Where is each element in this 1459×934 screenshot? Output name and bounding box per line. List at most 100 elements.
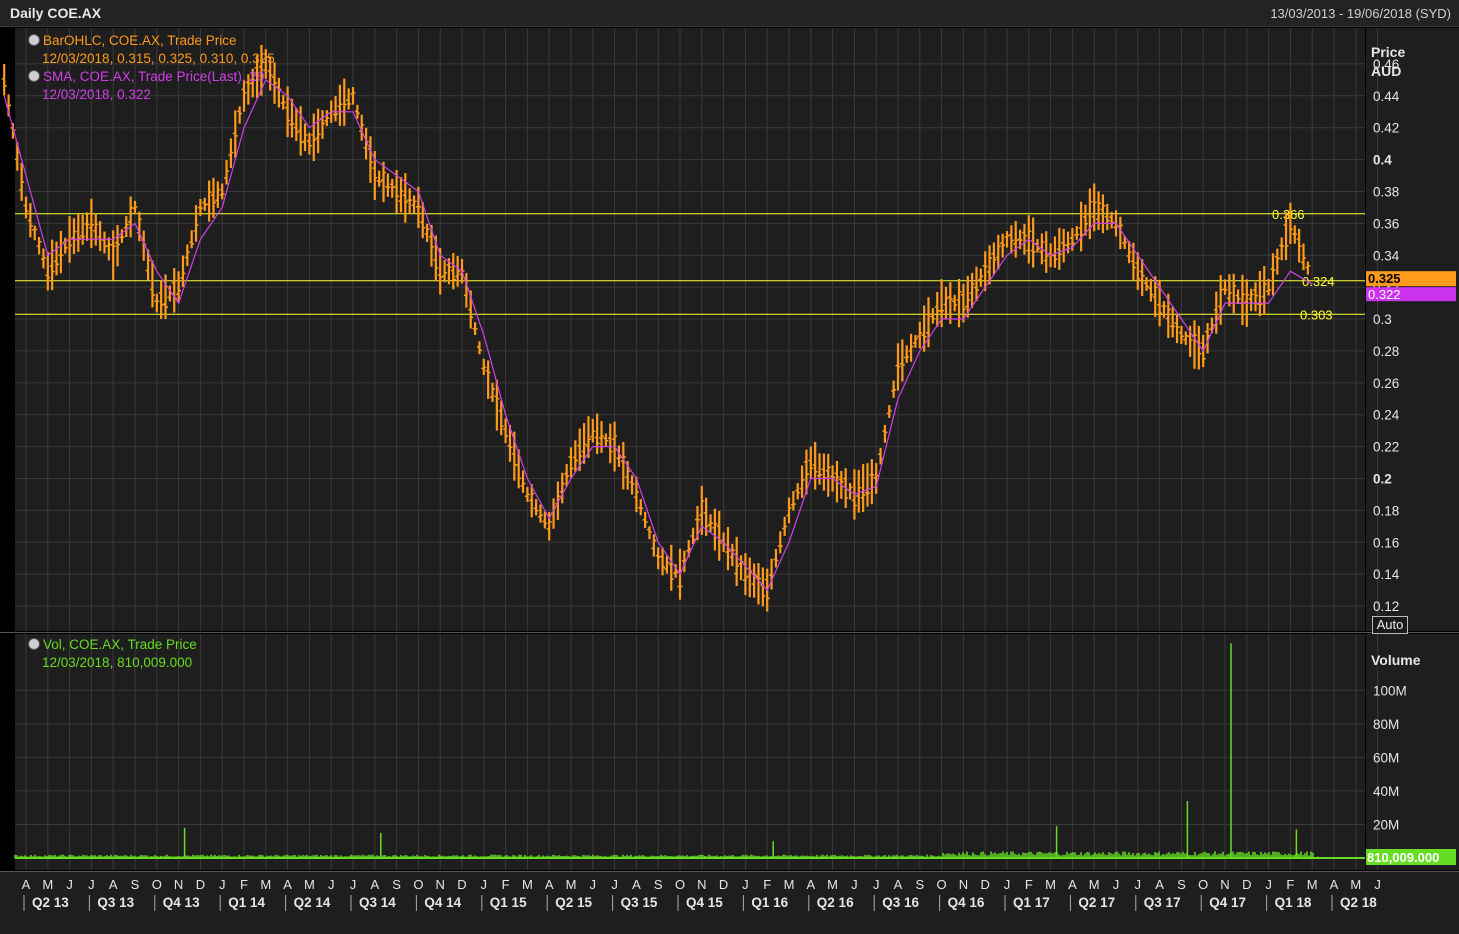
month-label[interactable]: A [1068, 877, 1077, 892]
price-tick-label[interactable]: 0.2 [1373, 471, 1392, 486]
price-tick-label[interactable]: 0.4 [1373, 153, 1392, 168]
month-label[interactable]: J [88, 877, 95, 892]
month-label[interactable]: J [328, 877, 335, 892]
quarter-label[interactable]: Q4 15 [686, 895, 723, 910]
month-label[interactable]: F [1286, 877, 1294, 892]
month-label[interactable]: O [413, 877, 423, 892]
price-tick-label[interactable]: 0.24 [1373, 408, 1400, 423]
month-label[interactable]: A [1155, 877, 1164, 892]
volume-legend[interactable]: Vol, COE.AX, Trade Price 12/03/2018, 810… [28, 636, 197, 672]
month-label[interactable]: O [937, 877, 947, 892]
month-label[interactable]: J [66, 877, 73, 892]
month-label[interactable]: J [481, 877, 488, 892]
quarter-label[interactable]: Q4 16 [948, 895, 985, 910]
month-label[interactable]: M [1307, 877, 1318, 892]
month-label[interactable]: M [1350, 877, 1361, 892]
month-label[interactable]: J [590, 877, 597, 892]
month-label[interactable]: J [350, 877, 357, 892]
month-label[interactable]: O [1198, 877, 1208, 892]
month-label[interactable]: J [1135, 877, 1142, 892]
month-label[interactable]: S [131, 877, 140, 892]
price-tick-label[interactable]: 0.14 [1373, 567, 1400, 582]
month-label[interactable]: S [915, 877, 924, 892]
price-tick-label[interactable]: 0.12 [1373, 599, 1399, 614]
month-label[interactable]: S [654, 877, 663, 892]
pin-icon[interactable] [28, 70, 40, 82]
month-label[interactable]: M [784, 877, 795, 892]
volume-tick-label[interactable]: 40M [1373, 784, 1399, 799]
price-tick-label[interactable]: 0.18 [1373, 503, 1399, 518]
quarter-label[interactable]: Q1 16 [751, 895, 788, 910]
price-tick-label[interactable]: 0.26 [1373, 376, 1399, 391]
month-label[interactable]: A [632, 877, 641, 892]
quarter-label[interactable]: Q4 13 [163, 895, 200, 910]
quarter-label[interactable]: Q3 14 [359, 895, 396, 910]
month-label[interactable]: A [1330, 877, 1339, 892]
month-label[interactable]: J [873, 877, 880, 892]
quarter-label[interactable]: Q3 13 [97, 895, 134, 910]
month-label[interactable]: J [851, 877, 858, 892]
price-tick-label[interactable]: 0.38 [1373, 184, 1399, 199]
auto-scale-button[interactable]: Auto [1372, 616, 1408, 634]
price-tick-label[interactable]: 0.28 [1373, 344, 1399, 359]
quarter-label[interactable]: Q2 18 [1340, 895, 1377, 910]
month-label[interactable]: F [240, 877, 248, 892]
month-label[interactable]: D [1242, 877, 1251, 892]
month-label[interactable]: M [1089, 877, 1100, 892]
price-legend[interactable]: BarOHLC, COE.AX, Trade Price 12/03/2018,… [28, 32, 275, 104]
price-tick-label[interactable]: 0.16 [1373, 535, 1399, 550]
price-tick-label[interactable]: 0.34 [1373, 248, 1400, 263]
horizontal-lines[interactable]: 0.366 0.324 0.303 [15, 207, 1365, 322]
quarter-label[interactable]: Q1 18 [1275, 895, 1312, 910]
month-label[interactable]: D [981, 877, 990, 892]
quarter-label[interactable]: Q4 17 [1209, 895, 1246, 910]
month-label[interactable]: M [260, 877, 271, 892]
month-label[interactable]: M [1045, 877, 1056, 892]
month-label[interactable]: A [545, 877, 554, 892]
quarter-label[interactable]: Q2 17 [1078, 895, 1115, 910]
price-tick-label[interactable]: 0.46 [1373, 57, 1399, 72]
month-label[interactable]: J [1265, 877, 1272, 892]
month-label[interactable]: N [436, 877, 445, 892]
month-label[interactable]: M [827, 877, 838, 892]
month-label[interactable]: A [22, 877, 31, 892]
month-label[interactable]: J [219, 877, 226, 892]
month-label[interactable]: D [196, 877, 205, 892]
month-label[interactable]: O [675, 877, 685, 892]
month-label[interactable]: M [566, 877, 577, 892]
month-label[interactable]: J [1004, 877, 1011, 892]
quarter-label[interactable]: Q2 15 [555, 895, 592, 910]
month-label[interactable]: S [392, 877, 401, 892]
quarter-label[interactable]: Q3 17 [1144, 895, 1181, 910]
month-label[interactable]: J [1374, 877, 1381, 892]
month-label[interactable]: J [611, 877, 618, 892]
quarter-label[interactable]: Q2 14 [294, 895, 331, 910]
price-tick-label[interactable]: 0.36 [1373, 216, 1399, 231]
month-label[interactable]: M [522, 877, 533, 892]
month-label[interactable]: N [1220, 877, 1229, 892]
price-tick-label[interactable]: 0.3 [1373, 312, 1392, 327]
price-tick-label[interactable]: 0.42 [1373, 121, 1399, 136]
pin-icon[interactable] [28, 34, 40, 46]
quarter-label[interactable]: Q3 15 [621, 895, 658, 910]
quarter-label[interactable]: Q3 16 [882, 895, 919, 910]
volume-axis-labels[interactable]: 20M 40M 60M 80M 100M [1373, 683, 1407, 832]
volume-tick-label[interactable]: 60M [1373, 750, 1399, 765]
volume-tick-label[interactable]: 80M [1373, 717, 1399, 732]
month-label[interactable]: F [1025, 877, 1033, 892]
volume-tick-label[interactable]: 20M [1373, 817, 1399, 832]
month-label[interactable]: J [742, 877, 749, 892]
month-label[interactable]: S [1177, 877, 1186, 892]
month-label[interactable]: F [763, 877, 771, 892]
quarter-label[interactable]: Q1 17 [1013, 895, 1050, 910]
month-label[interactable]: F [502, 877, 510, 892]
month-label[interactable]: O [152, 877, 162, 892]
month-label[interactable]: A [894, 877, 903, 892]
quarter-label[interactable]: Q4 14 [424, 895, 461, 910]
pin-icon[interactable] [28, 638, 40, 650]
month-label[interactable]: M [304, 877, 315, 892]
quarter-label[interactable]: Q2 13 [32, 895, 69, 910]
month-label[interactable]: D [719, 877, 728, 892]
month-label[interactable]: N [959, 877, 968, 892]
